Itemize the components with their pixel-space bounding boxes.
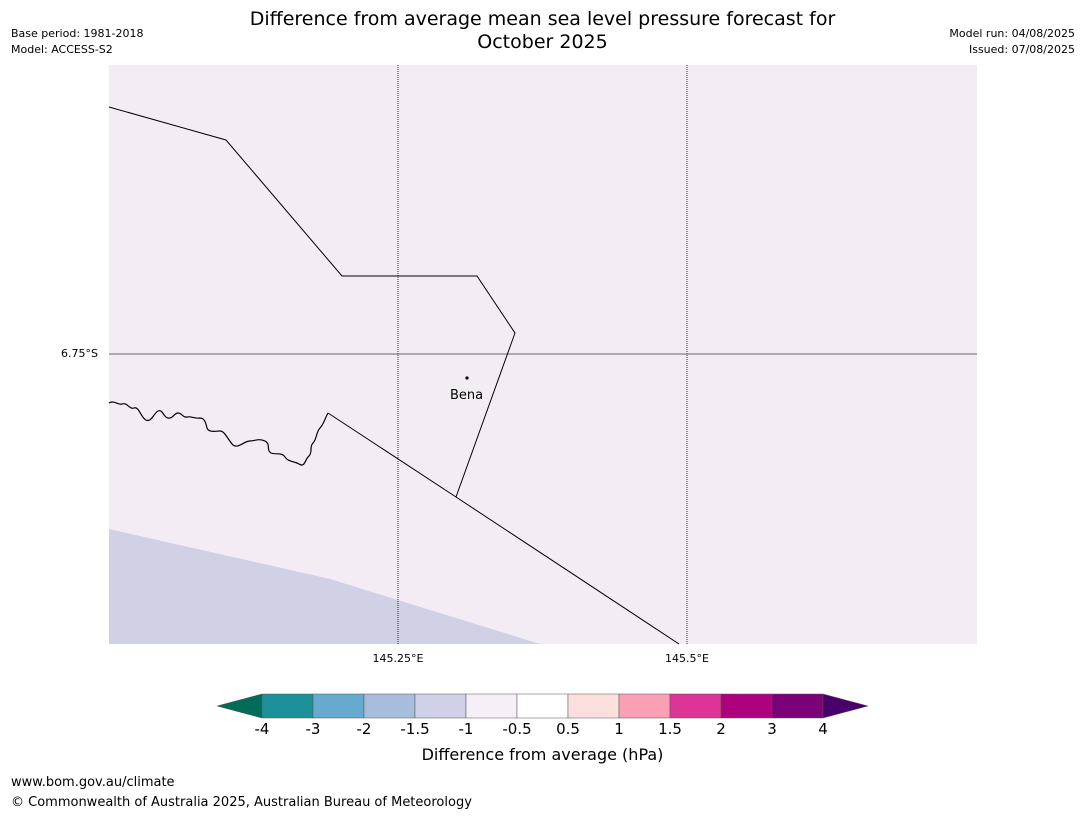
province-boundary-south	[327, 412, 680, 645]
colorbar-segment	[414, 693, 467, 719]
meta-left: Base period: 1981-2018 Model: ACCESS-S2	[11, 26, 143, 58]
lat-label: 6.75°S	[61, 347, 98, 360]
colorbar-tick-label: -0.5	[502, 720, 532, 738]
colorbar-segment	[669, 693, 722, 719]
colorbar-segment	[363, 693, 416, 719]
colorbar-tick-label: 1.5	[658, 720, 682, 738]
colorbar-segment	[312, 693, 365, 719]
colorbar-tick-label: -2	[356, 720, 372, 738]
colorbar	[216, 693, 869, 719]
colorbar-tick-label: -4	[254, 720, 270, 738]
colorbar-segment	[720, 693, 773, 719]
colorbar-tick-label: -1.5	[400, 720, 430, 738]
colorbar-tick-label: -3	[305, 720, 321, 738]
colorbar-tick-label: 4	[818, 720, 828, 738]
province-boundary-north	[108, 106, 516, 498]
footer-url: www.bom.gov.au/climate	[11, 775, 175, 790]
colorbar-tick-label: -1	[458, 720, 474, 738]
pressure-band-lower	[109, 529, 540, 644]
footer-copyright: © Commonwealth of Australia 2025, Austra…	[11, 795, 472, 810]
meta-right: Model run: 04/08/2025 Issued: 07/08/2025	[949, 26, 1075, 58]
colorbar-tick-label: 3	[767, 720, 777, 738]
place-label-bena: Bena	[450, 388, 484, 403]
colorbar-segment	[567, 693, 620, 719]
colorbar-tick-label: 1	[614, 720, 624, 738]
page-title: Difference from average mean sea level p…	[0, 8, 1085, 54]
colorbar-tick-label: 0.5	[556, 720, 580, 738]
lon-label-1: 145.25°E	[372, 652, 424, 665]
title-line-2: October 2025	[477, 31, 608, 53]
colorbar-arrow-high	[822, 693, 869, 719]
lon-label-2: 145.5°E	[665, 652, 709, 665]
coastline	[108, 401, 329, 466]
title-line-1: Difference from average mean sea level p…	[249, 8, 836, 30]
colorbar-segment	[261, 693, 314, 719]
colorbar-tick-label: 2	[716, 720, 726, 738]
colorbar-arrow-low	[216, 693, 263, 719]
colorbar-segment	[618, 693, 671, 719]
model-text: Model: ACCESS-S2	[11, 43, 113, 56]
map-panel	[108, 65, 977, 645]
colorbar-segment	[771, 693, 824, 719]
model-run-text: Model run: 04/08/2025	[949, 27, 1075, 40]
colorbar-label: Difference from average (hPa)	[421, 745, 664, 764]
bena-marker	[465, 376, 469, 380]
colorbar-segment	[516, 693, 569, 719]
colorbar-segment	[465, 693, 518, 719]
issued-text: Issued: 07/08/2025	[968, 43, 1075, 56]
base-period-text: Base period: 1981-2018	[11, 27, 144, 40]
